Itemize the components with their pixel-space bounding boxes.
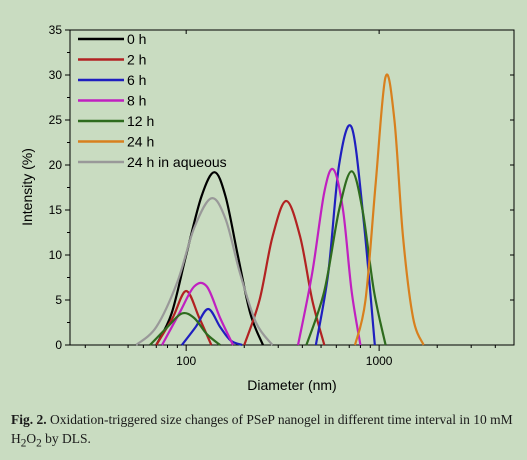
y-axis-title: Intensity (%) [19,148,35,226]
series-line [149,311,221,346]
legend-label: 12 h [127,113,154,129]
legend-label: 2 h [127,52,146,68]
legend-label: 24 h [127,134,154,150]
legend-label: 8 h [127,93,146,109]
caption-sub: 2 [20,437,27,450]
y-tick-label: 25 [49,113,63,127]
series-line [243,199,326,346]
caption-text-end: by DLS. [41,431,91,446]
y-tick-label: 35 [49,23,63,37]
legend-label: 0 h [127,31,146,47]
series-line [353,73,425,346]
y-tick-label: 5 [55,293,62,307]
y-tick-label: 0 [55,338,62,352]
series-line [296,167,362,346]
series-line [135,197,274,346]
legend-label: 24 h in aqueous [127,154,227,170]
caption-label: Fig. 2. [11,412,47,427]
y-tick-label: 10 [49,248,63,262]
series-line [155,289,213,346]
x-tick-label: 100 [176,354,196,368]
series-line [305,170,387,346]
y-tick-label: 20 [49,158,63,172]
x-tick-label: 1000 [366,354,393,368]
caption-sub2: 2 [36,437,42,450]
caption-text-mid: O [26,431,37,446]
y-tick-label: 30 [49,68,63,82]
legend-label: 6 h [127,72,146,88]
legend: 0 h 2 h 6 h 8 h 12 h 24 h 24 h in aqueous [78,31,227,170]
axis-ticks: 0 5 10 15 20 25 30 35 100 1000 [49,23,514,368]
chart: 0 5 10 15 20 25 30 35 100 1000 0 h 2 h 6 h 8 h 12 h 24… [19,23,515,393]
caption-text: Oxidation-triggered size changes of PSeP… [11,412,513,446]
x-axis-title: Diameter (nm) [247,377,336,393]
y-tick-label: 15 [49,203,63,217]
figure-caption: Fig. 2. Oxidation-triggered size changes… [11,410,516,454]
curves [135,73,425,347]
